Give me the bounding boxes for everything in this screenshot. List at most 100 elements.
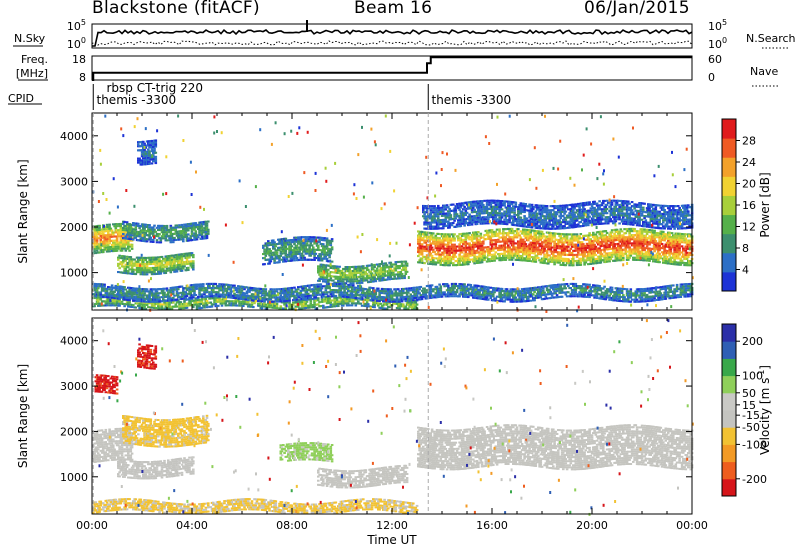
scatter-cell bbox=[512, 219, 515, 222]
scatter-cell bbox=[404, 268, 408, 271]
scatter-cell bbox=[279, 246, 283, 249]
scatter-cell bbox=[603, 248, 606, 251]
scatter-cell bbox=[269, 252, 273, 255]
scatter-cell bbox=[470, 223, 474, 226]
scatter-cell bbox=[528, 203, 531, 206]
scatter-cell bbox=[127, 243, 130, 246]
scatter-cell bbox=[533, 212, 536, 215]
scatter-cell bbox=[169, 241, 173, 244]
scatter-cell bbox=[469, 207, 473, 210]
scatter-cell bbox=[148, 234, 151, 237]
scatter-cell bbox=[545, 235, 549, 238]
scatter-cell bbox=[503, 252, 506, 255]
scatter-cell bbox=[264, 254, 268, 257]
scatter-cell bbox=[503, 210, 506, 213]
scatter-cell bbox=[647, 237, 650, 240]
scatter-cell bbox=[643, 242, 646, 245]
scatter-cell bbox=[579, 263, 583, 266]
scatter-cell bbox=[670, 246, 674, 249]
scatter-cell bbox=[652, 258, 655, 261]
scatter-cell bbox=[425, 250, 429, 253]
scatter-cell bbox=[177, 232, 180, 235]
scatter-cell bbox=[534, 238, 538, 241]
scatter-cell bbox=[195, 238, 199, 241]
scatter-cell bbox=[439, 243, 443, 246]
scatter-cell bbox=[520, 208, 524, 211]
scatter-cell bbox=[398, 277, 401, 280]
scatter-cell bbox=[285, 241, 289, 244]
scatter-cell bbox=[559, 217, 563, 220]
scatter-cell bbox=[473, 254, 476, 257]
scatter-cell bbox=[494, 210, 498, 213]
scatter-cell bbox=[325, 251, 329, 254]
scatter-cell bbox=[652, 260, 655, 263]
scatter-cell bbox=[350, 278, 354, 281]
scatter-cell bbox=[184, 225, 188, 228]
scatter-cell bbox=[550, 227, 554, 230]
scatter-cell bbox=[463, 208, 466, 211]
scatter-cell bbox=[529, 233, 533, 236]
scatter-cell bbox=[122, 226, 125, 229]
scatter-cell bbox=[427, 258, 430, 261]
scatter-cell bbox=[154, 266, 158, 269]
scatter-cell bbox=[128, 262, 131, 265]
scatter-cell bbox=[290, 259, 294, 262]
scatter-cell bbox=[682, 237, 685, 240]
scatter-cell bbox=[509, 242, 513, 245]
scatter-cell bbox=[129, 225, 133, 228]
scatter-cell bbox=[330, 260, 334, 263]
scatter-cell bbox=[445, 255, 449, 258]
scatter-cell bbox=[490, 259, 494, 262]
scatter-cell bbox=[340, 269, 344, 272]
scatter-cell bbox=[495, 201, 499, 204]
scatter-cell bbox=[648, 243, 651, 246]
scatter-cell bbox=[559, 223, 563, 226]
scatter-cell bbox=[599, 251, 603, 254]
scatter-cell bbox=[483, 254, 486, 257]
scatter-cell bbox=[517, 218, 520, 221]
scatter-cell bbox=[370, 266, 374, 269]
scatter-cell bbox=[475, 233, 479, 236]
scatter-cell bbox=[170, 256, 174, 259]
scatter-cell bbox=[160, 260, 164, 263]
scatter-cell bbox=[563, 208, 566, 211]
scatter-cell bbox=[500, 246, 504, 249]
scatter-cell bbox=[635, 242, 639, 245]
scatter-cell bbox=[477, 210, 480, 213]
scatter-cell bbox=[144, 231, 148, 234]
scatter-cell bbox=[289, 247, 293, 250]
scatter-cell bbox=[433, 257, 436, 260]
scatter-cell bbox=[573, 233, 576, 236]
scatter-cell bbox=[449, 241, 453, 244]
scatter-cell bbox=[477, 204, 480, 207]
scatter-cell bbox=[612, 235, 615, 238]
scatter-cell bbox=[555, 247, 559, 250]
scatter-cell bbox=[443, 247, 446, 250]
scatter-cell bbox=[435, 236, 439, 239]
scatter-cell bbox=[514, 205, 518, 208]
scatter-cell bbox=[643, 259, 646, 262]
scatter-cell bbox=[103, 240, 106, 243]
scatter-cell bbox=[524, 243, 528, 246]
scatter-cell bbox=[584, 244, 588, 247]
scatter-cell bbox=[164, 271, 168, 274]
scatter-cell bbox=[462, 222, 465, 225]
scatter-cell bbox=[668, 254, 671, 257]
scatter-cell bbox=[329, 264, 333, 267]
scatter-cell bbox=[537, 248, 540, 251]
scatter-cell bbox=[429, 244, 433, 247]
scatter-cell bbox=[622, 254, 625, 257]
scatter-cell bbox=[575, 253, 579, 256]
scatter-cell bbox=[515, 256, 519, 259]
scatter-cell bbox=[430, 242, 434, 245]
scatter-cell bbox=[114, 243, 118, 246]
scatter-cell bbox=[192, 268, 195, 271]
scatter-cell bbox=[129, 236, 133, 239]
scatter-cell bbox=[605, 236, 609, 239]
scatter-cell bbox=[643, 228, 646, 231]
scatter-cell bbox=[454, 247, 458, 250]
scatter-cell bbox=[613, 253, 616, 256]
scatter-cell bbox=[600, 242, 604, 245]
scatter-cell bbox=[305, 244, 309, 247]
scatter-cell bbox=[505, 223, 509, 226]
